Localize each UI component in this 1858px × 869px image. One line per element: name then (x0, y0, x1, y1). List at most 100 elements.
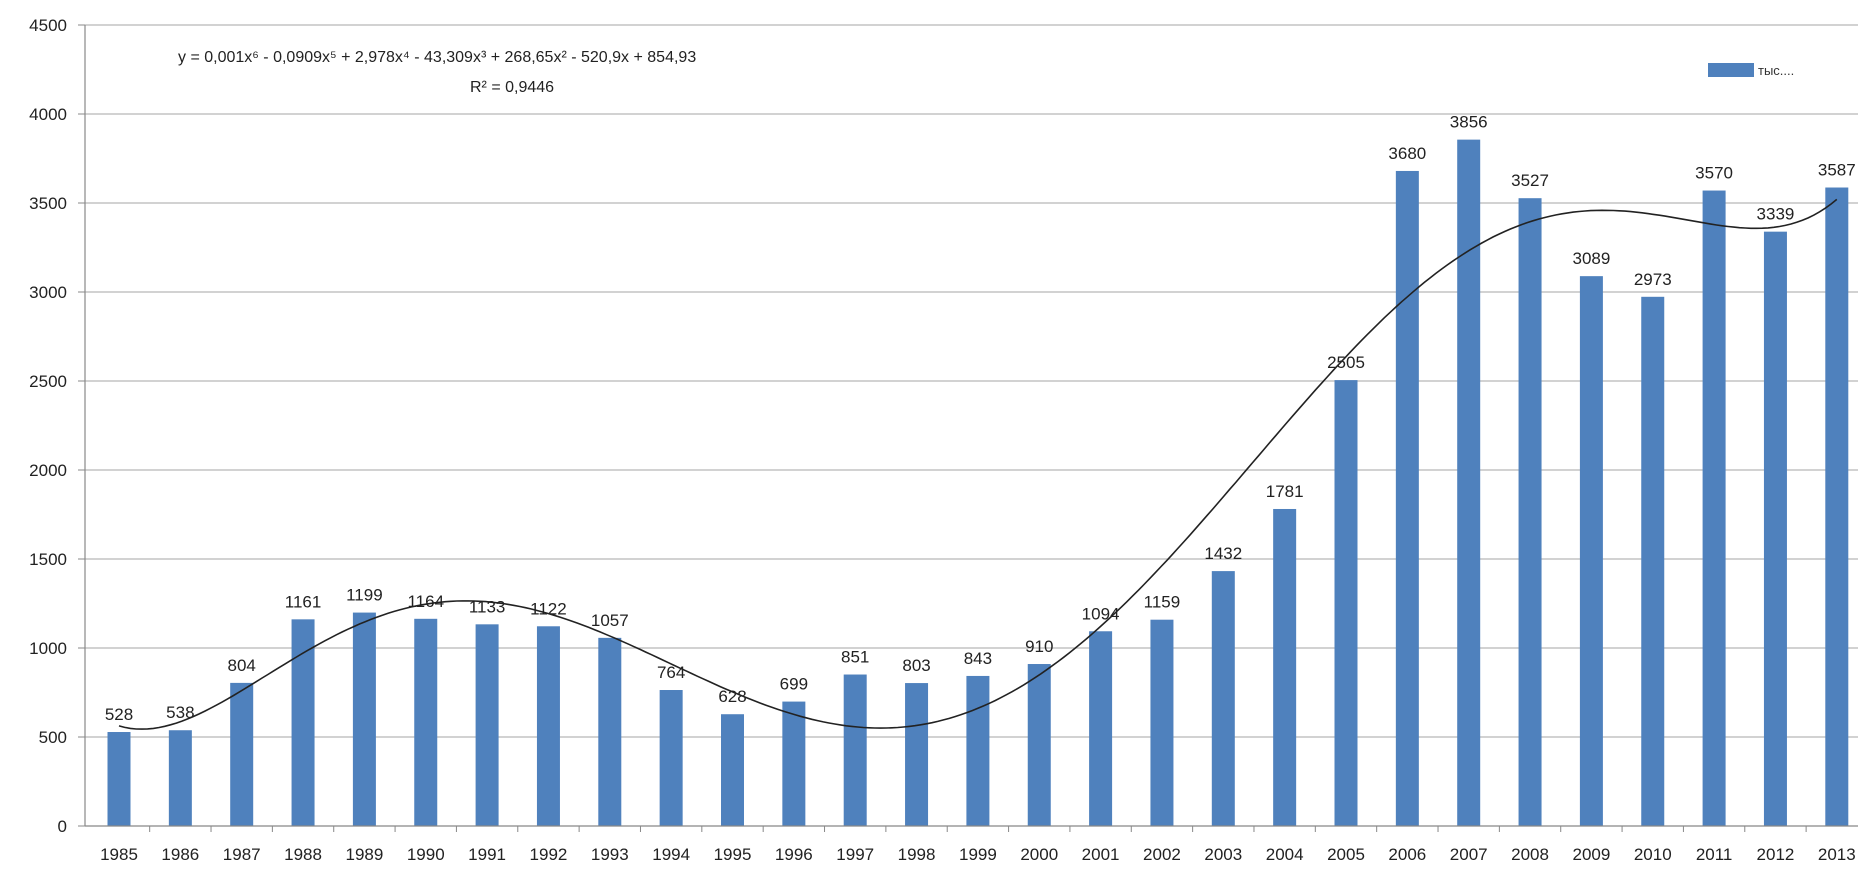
bar (1395, 170, 1419, 826)
bar (1150, 619, 1174, 826)
x-tick-label: 2005 (1327, 845, 1365, 864)
x-tick-label: 1994 (652, 845, 690, 864)
x-tick-label: 1990 (407, 845, 445, 864)
data-label: 1133 (469, 597, 506, 616)
data-label: 538 (166, 703, 194, 722)
x-tick-label: 1991 (468, 845, 506, 864)
x-tick-label: 2009 (1572, 845, 1610, 864)
bar (721, 714, 744, 826)
data-label: 1122 (530, 599, 567, 618)
x-tick-label: 1988 (284, 845, 322, 864)
y-tick-label: 4000 (29, 105, 67, 124)
x-tick-label: 1997 (836, 845, 874, 864)
bar (1089, 631, 1113, 826)
data-label: 910 (1025, 637, 1053, 656)
x-tick-label: 2012 (1757, 845, 1795, 864)
bar (1579, 276, 1603, 827)
bar (659, 690, 683, 826)
bar (966, 675, 990, 826)
axes: 0 500 1000 1500 2000 2500 3000 3500 4000 4500 1985… (29, 16, 1858, 864)
legend-label: тыс.... (1758, 63, 1794, 78)
trendline-r-squared: R² = 0,9446 (470, 79, 554, 96)
data-label: 804 (228, 656, 256, 675)
bar (230, 682, 254, 826)
legend: тыс.... (1708, 63, 1794, 78)
x-tick-label: 1989 (345, 845, 383, 864)
legend-swatch (1708, 63, 1754, 77)
bar (1702, 190, 1726, 827)
bar (168, 730, 192, 826)
bar (905, 683, 929, 826)
data-label: 628 (718, 687, 746, 706)
y-tick-label: 2000 (29, 461, 67, 480)
x-tick-label: 1985 (100, 845, 138, 864)
bar (1027, 664, 1051, 826)
y-tick-label: 1000 (29, 639, 67, 658)
data-label: 699 (780, 675, 808, 694)
x-tick-label: 1992 (530, 845, 568, 864)
data-label: 3527 (1511, 171, 1549, 190)
data-label: 1057 (591, 611, 629, 630)
y-tick-label: 1500 (29, 550, 67, 569)
bar (1334, 380, 1358, 826)
x-tick-label: 1987 (223, 845, 261, 864)
x-tick-label: 2002 (1143, 845, 1181, 864)
y-tick-label: 0 (58, 817, 67, 836)
bars (107, 139, 1849, 827)
data-label: 1432 (1204, 544, 1242, 563)
bar (414, 618, 438, 826)
data-label: 3089 (1572, 249, 1610, 268)
trendline-equation-text: y = 0,001x⁶ - 0,0909x⁵ + 2,978x⁴ - 43,30… (178, 49, 696, 66)
data-label: 3856 (1450, 113, 1488, 132)
x-tick-label: 1996 (775, 845, 813, 864)
trendline (118, 198, 1838, 730)
x-tick-label: 2000 (1020, 845, 1058, 864)
y-tick-label: 500 (39, 728, 67, 747)
bar (1763, 231, 1787, 826)
bar (1457, 139, 1481, 826)
data-labels: 528 538 804 1161 1199 1164 1133 1122 1057 764 628 6… (105, 113, 1856, 724)
bar (291, 619, 315, 826)
data-label: 2973 (1634, 270, 1672, 289)
bar (843, 674, 867, 826)
bar (1518, 198, 1542, 827)
bar (1273, 508, 1297, 826)
x-tick-label: 2001 (1082, 845, 1120, 864)
gridlines (85, 24, 1858, 738)
y-tick-label: 3000 (29, 283, 67, 302)
data-label: 851 (841, 648, 869, 667)
bar (1825, 187, 1849, 826)
bar (782, 701, 806, 826)
trendline-equation: y = 0,001x⁶ - 0,0909x⁵ + 2,978x⁴ - 43,30… (178, 49, 696, 96)
data-label: 764 (657, 663, 685, 682)
data-label: 1159 (1144, 593, 1181, 612)
data-label: 528 (105, 705, 133, 724)
data-label: 1781 (1266, 482, 1304, 501)
x-tick-label: 2010 (1634, 845, 1672, 864)
data-label: 843 (964, 649, 992, 668)
y-tick-label: 3500 (29, 194, 67, 213)
bar (536, 626, 560, 826)
x-tick-label: 1998 (898, 845, 936, 864)
x-tick-label: 1993 (591, 845, 629, 864)
data-label: 3339 (1757, 205, 1795, 224)
bar (1641, 296, 1665, 826)
data-label: 3570 (1695, 164, 1733, 183)
bar (598, 637, 622, 826)
data-label: 1161 (285, 592, 322, 611)
y-tick-label: 4500 (29, 16, 67, 35)
x-tick-label: 1995 (714, 845, 752, 864)
trendline-layer (118, 198, 1838, 730)
y-tick-label: 2500 (29, 372, 67, 391)
x-tick-label: 2006 (1388, 845, 1426, 864)
x-tick-label: 2011 (1696, 845, 1733, 864)
x-tick-label: 1999 (959, 845, 997, 864)
data-label: 1199 (346, 586, 383, 605)
bar (475, 624, 499, 826)
x-tick-label: 2003 (1204, 845, 1242, 864)
x-tick-label: 2008 (1511, 845, 1549, 864)
data-label: 1094 (1082, 604, 1120, 623)
